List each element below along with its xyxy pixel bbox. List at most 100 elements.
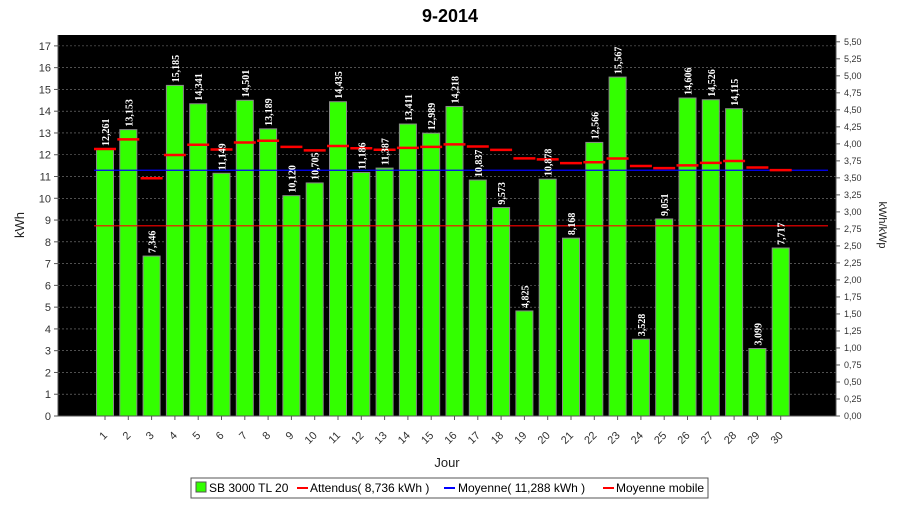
bar-label-day-28: 14,115 xyxy=(730,79,741,106)
bar-label-day-19: 4,825 xyxy=(520,285,531,308)
bar-label-day-29: 3,099 xyxy=(753,323,764,346)
x-tick-label-1: 1 xyxy=(97,430,110,443)
bar-day-7 xyxy=(235,99,254,417)
moving-average-series xyxy=(94,138,792,180)
bar-day-20 xyxy=(538,178,557,417)
x-tick-label-10: 10 xyxy=(303,430,320,447)
x-tick-label-2: 2 xyxy=(121,430,134,443)
bar-day-10 xyxy=(305,182,324,417)
bar-label-day-24: 3,528 xyxy=(637,314,648,337)
y2-tick-label-21: 5,25 xyxy=(844,54,862,64)
bar-day-15 xyxy=(422,132,441,417)
y2-tick-label-14: 3,50 xyxy=(844,173,862,183)
legend-swatch-production xyxy=(195,481,207,493)
bar-day-3 xyxy=(142,255,161,417)
y-tick-label-13: 13 xyxy=(39,128,51,140)
bar-day-14 xyxy=(398,123,417,417)
bar-label-day-15: 12,989 xyxy=(427,103,438,131)
x-tick-label-27: 27 xyxy=(699,430,716,447)
y2-tick-label-10: 2,50 xyxy=(844,241,862,251)
bar-label-day-13: 11,387 xyxy=(381,138,392,165)
x-tick-label-9: 9 xyxy=(284,430,297,443)
bar-label-day-2: 13,153 xyxy=(124,99,135,127)
bar-day-5 xyxy=(189,103,208,417)
bar-label-day-16: 14,218 xyxy=(451,76,462,104)
x-tick-label-26: 26 xyxy=(675,430,692,447)
x-tick-label-21: 21 xyxy=(559,430,576,447)
y-tick-label-15: 15 xyxy=(39,84,51,96)
bar-label-day-10: 10,705 xyxy=(311,152,322,180)
legend-label-expected: Attendus( 8,736 kWh ) xyxy=(310,481,429,495)
bar-label-day-22: 12,566 xyxy=(590,112,601,140)
y-tick-label-11: 11 xyxy=(40,172,51,184)
bar-day-30 xyxy=(771,247,790,417)
y2-tick-label-0: 0,00 xyxy=(844,411,862,421)
bar-label-day-26: 14,606 xyxy=(684,68,695,96)
bar-day-13 xyxy=(375,167,394,417)
bar-day-28 xyxy=(725,108,744,417)
y-tick-label-6: 6 xyxy=(45,280,51,292)
x-tick-label-7: 7 xyxy=(237,430,250,443)
bar-label-day-11: 14,435 xyxy=(334,71,345,99)
y2-tick-label-9: 2,25 xyxy=(844,258,862,268)
y2-tick-label-13: 3,25 xyxy=(844,190,862,200)
x-tick-label-17: 17 xyxy=(466,430,483,447)
y2-tick-label-7: 1,75 xyxy=(844,292,862,302)
x-tick-label-20: 20 xyxy=(536,430,553,447)
x-axis-label: Jour xyxy=(434,455,460,470)
x-tick-label-3: 3 xyxy=(144,430,157,443)
y-tick-label-14: 14 xyxy=(39,106,51,118)
reference-lines xyxy=(94,169,828,227)
bar-label-day-23: 15,567 xyxy=(614,47,625,75)
legend-label-average: Moyenne( 11,288 kWh ) xyxy=(458,481,585,495)
y-tick-label-10: 10 xyxy=(39,193,51,205)
bar-day-17 xyxy=(468,179,487,417)
bar-label-day-30: 7,717 xyxy=(777,222,788,245)
bar-value-labels: 12,261 13,153 7,346 15,185 14,341 11,149 14,50… xyxy=(101,47,788,346)
x-tick-label-5: 5 xyxy=(191,430,204,443)
x-tick-label-25: 25 xyxy=(652,430,669,447)
x-tick-label-8: 8 xyxy=(260,430,273,443)
bar-day-11 xyxy=(329,101,347,417)
bar-day-21 xyxy=(562,237,580,417)
x-tick-label-6: 6 xyxy=(214,430,227,443)
y2-tick-label-2: 0,50 xyxy=(844,377,862,387)
y2-tick-label-16: 4,00 xyxy=(844,139,862,149)
y2-tick-label-11: 2,75 xyxy=(844,224,862,234)
bar-label-day-12: 11,186 xyxy=(357,143,368,170)
x-tick-label-29: 29 xyxy=(745,430,762,447)
y2-tick-label-17: 4,25 xyxy=(844,122,862,132)
x-tick-label-15: 15 xyxy=(419,430,436,447)
y2-tick-label-3: 0,75 xyxy=(844,360,862,370)
y-tick-label-5: 5 xyxy=(45,302,51,314)
chart-title: 9-2014 xyxy=(422,6,478,26)
bar-day-8 xyxy=(259,128,278,417)
y2-tick-label-5: 1,25 xyxy=(844,326,862,336)
y2-tick-label-6: 1,50 xyxy=(844,309,862,319)
bar-day-29 xyxy=(748,348,767,417)
x-tick-label-22: 22 xyxy=(582,430,599,447)
y2-tick-label-19: 4,75 xyxy=(844,88,862,98)
y2-tick-label-8: 2,00 xyxy=(844,275,862,285)
y2-tick-label-18: 4,50 xyxy=(844,105,862,115)
y2-tick-label-12: 3,00 xyxy=(844,207,862,217)
x-tick-label-18: 18 xyxy=(489,430,506,447)
x-tick-label-23: 23 xyxy=(606,430,623,447)
bar-label-day-5: 14,341 xyxy=(194,73,205,101)
x-tick-label-30: 30 xyxy=(769,430,786,447)
y-tick-label-8: 8 xyxy=(45,237,51,249)
x-tick-label-28: 28 xyxy=(722,430,739,447)
y-tick-label-1: 1 xyxy=(45,389,51,401)
bar-day-19 xyxy=(515,310,534,417)
x-tick-label-13: 13 xyxy=(373,430,390,447)
bar-label-day-20: 10,878 xyxy=(544,149,555,177)
bar-label-day-4: 15,185 xyxy=(171,55,182,83)
bar-label-day-27: 14,526 xyxy=(707,69,718,97)
y2-tick-label-22: 5,50 xyxy=(844,37,862,47)
bar-day-22 xyxy=(585,141,604,417)
x-tick-label-4: 4 xyxy=(167,430,180,443)
x-axis: 1 2 3 4 5 6 7 8 9 10 11 12 13 14 15 16 17 18 19 20 21 22 23 24 2… xyxy=(58,415,836,447)
bar-day-24 xyxy=(631,338,650,417)
